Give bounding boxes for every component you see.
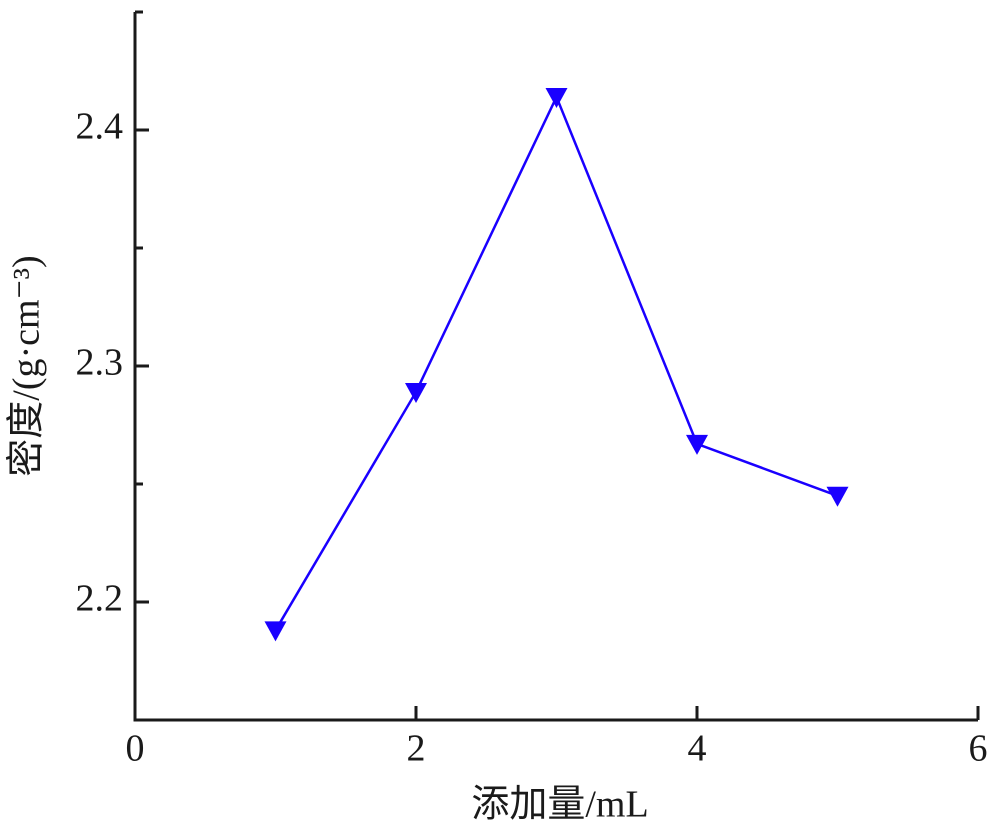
y-tick-label: 2.4 — [76, 106, 124, 148]
data-line — [274, 93, 838, 631]
x-tick-label: 0 — [126, 728, 145, 770]
x-axis-label: 添加量/mL — [471, 784, 648, 826]
data-marker — [826, 486, 849, 507]
axes — [133, 12, 978, 722]
x-tick-label: 6 — [969, 728, 988, 770]
data-marker — [405, 382, 427, 403]
y-axis-label: 密度/(g·cm⁻³) — [6, 255, 48, 476]
data-marker — [686, 434, 708, 455]
x-tick-label: 4 — [688, 728, 707, 770]
data-marker — [264, 621, 287, 642]
data-marker — [545, 87, 568, 108]
y-tick-label: 2.3 — [76, 342, 124, 384]
x-tick-label: 2 — [407, 728, 426, 770]
y-tick-label: 2.2 — [76, 578, 124, 620]
